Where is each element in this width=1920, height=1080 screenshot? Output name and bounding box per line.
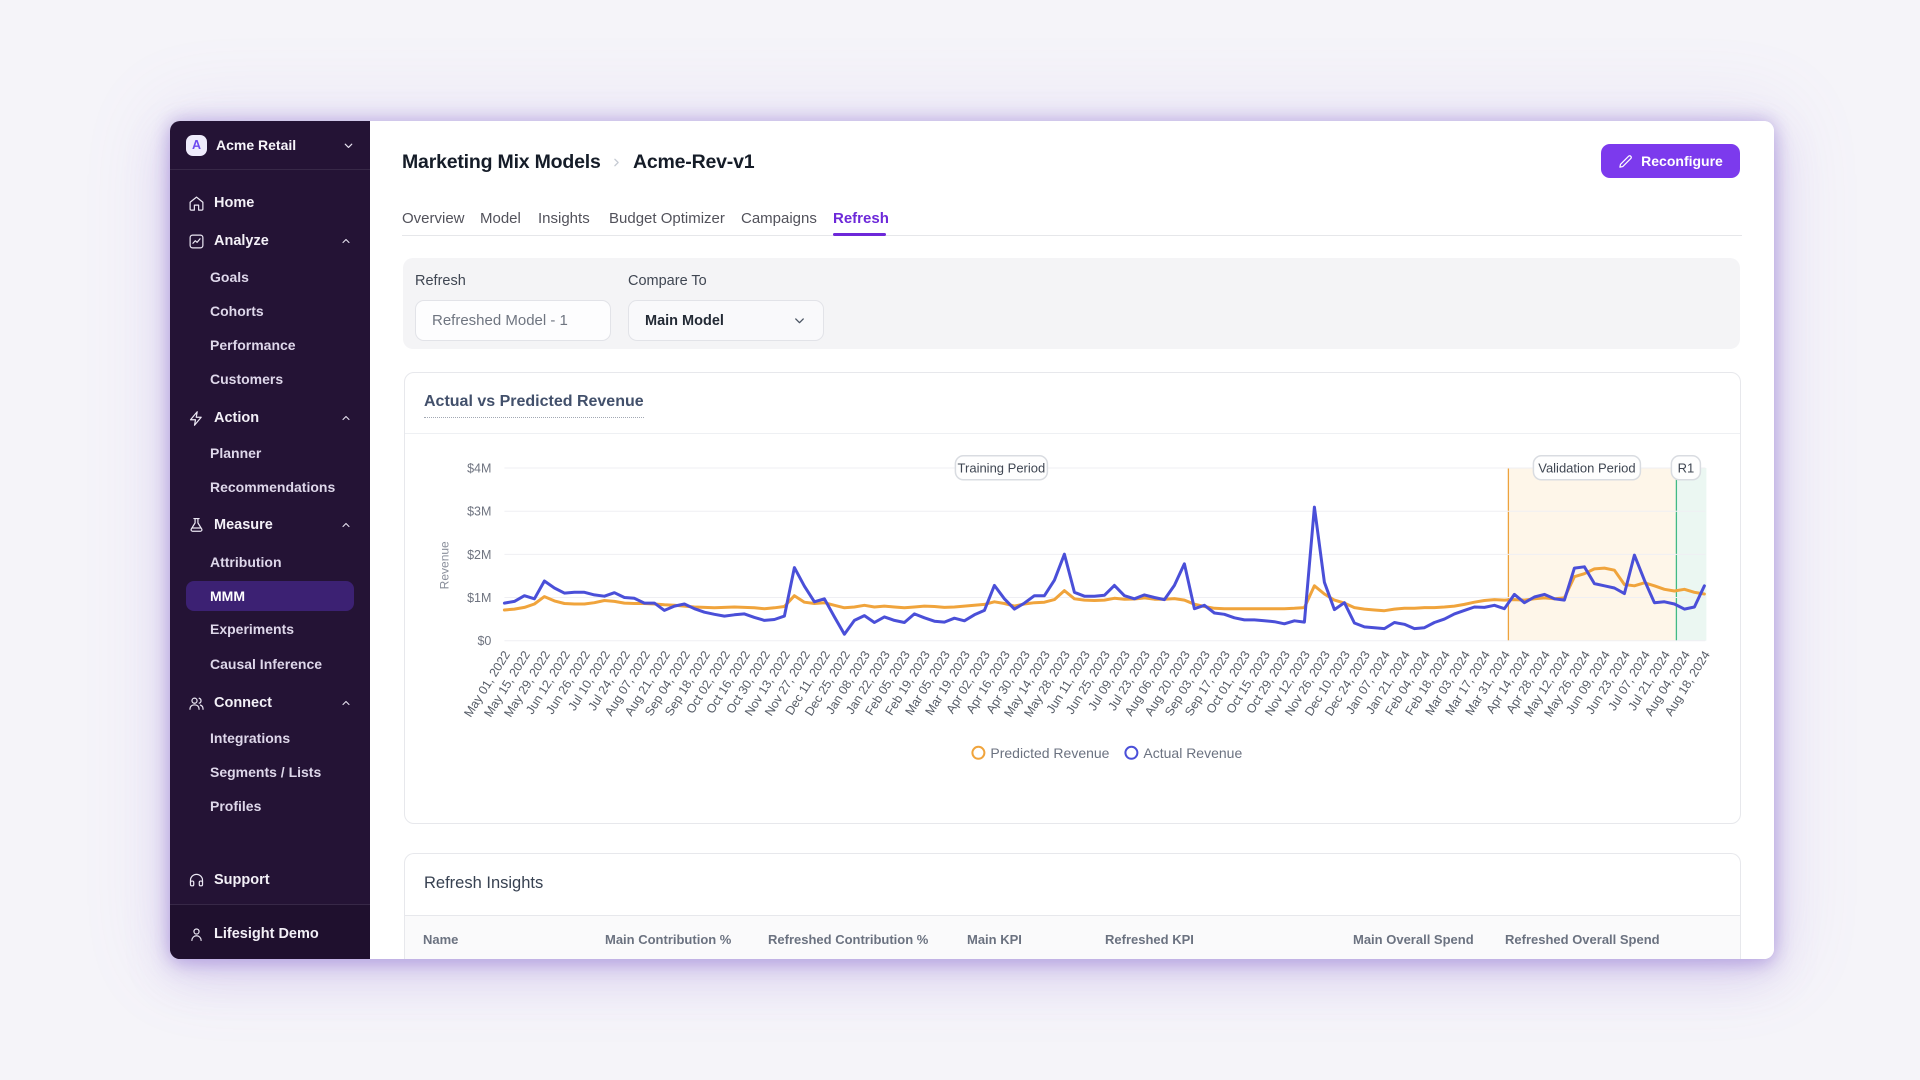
- svg-text:$3M: $3M: [467, 505, 491, 519]
- svg-text:$0: $0: [477, 634, 491, 648]
- svg-text:Training Period: Training Period: [958, 460, 1046, 475]
- svg-text:Validation Period: Validation Period: [1538, 460, 1635, 475]
- svg-text:Actual Revenue: Actual Revenue: [1143, 745, 1242, 761]
- svg-text:Revenue: Revenue: [437, 541, 451, 589]
- svg-text:$4M: $4M: [467, 462, 491, 476]
- svg-text:Predicted Revenue: Predicted Revenue: [990, 745, 1109, 761]
- svg-text:$1M: $1M: [467, 591, 491, 605]
- svg-text:$2M: $2M: [467, 548, 491, 562]
- svg-text:R1: R1: [1678, 460, 1695, 475]
